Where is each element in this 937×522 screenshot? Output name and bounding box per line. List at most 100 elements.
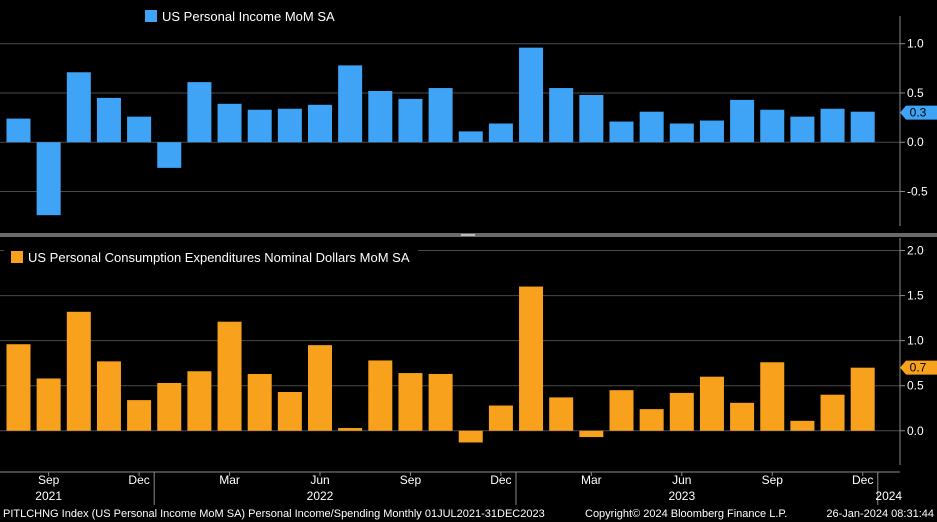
pce-bar — [6, 344, 31, 431]
pce-y-tick-label: 1.5 — [907, 289, 924, 303]
pce-bar — [368, 360, 393, 431]
income-bar — [66, 72, 91, 143]
income-bar — [308, 104, 332, 143]
x-month-label: Dec — [128, 473, 149, 487]
x-month-label: Sep — [762, 473, 784, 487]
income-bar — [488, 123, 513, 143]
income-bar — [247, 109, 272, 143]
pce-last-value-tag — [900, 360, 937, 375]
x-month-label: Jun — [672, 473, 691, 487]
pce-y-tick-label: 1.0 — [907, 334, 924, 348]
income-bar — [277, 108, 302, 143]
income-bar — [36, 142, 61, 216]
x-month-label: Dec — [490, 473, 511, 487]
income-bar — [579, 94, 604, 143]
pce-bar — [398, 373, 423, 431]
pce-legend-swatch — [11, 251, 23, 263]
income-last-value-tag — [900, 105, 937, 120]
income-last-value-label: 0.3 — [910, 106, 927, 120]
income-bar — [760, 109, 785, 143]
pce-bar — [850, 367, 875, 431]
pce-bar — [519, 286, 544, 431]
income-bar — [187, 82, 212, 143]
income-bar — [398, 98, 423, 143]
income-legend-box — [138, 4, 336, 30]
x-month-label: Mar — [581, 473, 602, 487]
footer: PITLCHNG Index (US Personal Income MoM S… — [3, 508, 934, 520]
income-y-tick-label: 1.0 — [907, 37, 924, 51]
pce-legend-box — [4, 245, 418, 271]
income-legend-swatch — [145, 10, 157, 22]
pce-bar — [790, 420, 815, 431]
x-month-label: Sep — [38, 473, 60, 487]
pce-bar — [428, 373, 453, 431]
pce-bar — [277, 392, 302, 431]
pce-bar — [157, 382, 182, 431]
income-y-axis: -0.5 0.0 0.5 1.0 0.3 — [899, 16, 937, 226]
pce-bar — [66, 311, 91, 431]
x-month-label: Sep — [400, 473, 422, 487]
income-bar — [96, 97, 121, 143]
pce-bar — [579, 430, 604, 438]
income-y-tick-label: 0.5 — [907, 86, 924, 100]
pce-bar — [699, 376, 724, 431]
pce-legend-label: US Personal Consumption Expenditures Nom… — [28, 250, 410, 265]
footer-source: PITLCHNG Index (US Personal Income MoM S… — [3, 508, 545, 520]
panel-resize-handle[interactable] — [461, 234, 475, 236]
pce-bar — [247, 373, 272, 431]
pce-bar — [488, 405, 513, 431]
pce-bar — [669, 392, 694, 431]
x-year-label: 2022 — [307, 489, 334, 503]
income-bar — [217, 103, 242, 143]
income-bar — [639, 111, 664, 143]
pce-bar — [609, 390, 634, 431]
income-bar — [790, 116, 815, 143]
income-bars — [6, 47, 875, 216]
x-axis: Sep Dec Mar Jun Sep Dec Mar Jun Sep Dec 2021 2022 20… — [0, 471, 902, 505]
pce-bar — [96, 361, 121, 431]
x-month-label: Dec — [852, 473, 873, 487]
income-y-tick-label: -0.5 — [907, 185, 928, 199]
pce-y-axis: 0.0 0.5 1.0 1.5 2.0 0.7 — [899, 238, 937, 465]
income-bar — [820, 108, 845, 143]
income-bar — [730, 99, 755, 143]
footer-timestamp: 26-Jan-2024 08:31:44 — [826, 508, 934, 520]
x-month-label: Mar — [219, 473, 240, 487]
footer-copyright: Copyright© 2024 Bloomberg Finance L.P. — [585, 508, 787, 520]
income-bar — [368, 91, 393, 143]
pce-bars — [6, 286, 875, 443]
pce-y-tick-label: 0.5 — [907, 379, 924, 393]
pce-bar — [338, 428, 363, 431]
income-bar — [127, 116, 152, 143]
pce-bar — [549, 397, 574, 431]
income-bar — [699, 120, 724, 143]
pce-bar — [730, 402, 755, 431]
pce-y-tick-label: 2.0 — [907, 244, 924, 258]
pce-bar — [820, 394, 845, 431]
pce-y-tick-label: 0.0 — [907, 424, 924, 438]
pce-bar — [760, 362, 785, 431]
x-year-label: 2023 — [668, 489, 695, 503]
income-bar — [669, 123, 694, 143]
income-bar — [157, 142, 182, 168]
income-bar — [850, 111, 875, 143]
income-y-tick-label: 0.0 — [907, 135, 924, 149]
income-bar — [428, 88, 453, 143]
x-year-label: 2024 — [875, 489, 902, 503]
income-legend-label: US Personal Income MoM SA — [162, 9, 335, 24]
income-bar — [609, 121, 634, 143]
pce-legend: US Personal Consumption Expenditures Nom… — [4, 245, 418, 271]
income-bar — [338, 65, 363, 143]
income-legend: US Personal Income MoM SA — [138, 4, 336, 30]
pce-bar — [639, 409, 664, 431]
pce-bar — [187, 371, 212, 431]
pce-bar — [217, 321, 242, 431]
income-bar — [6, 118, 31, 143]
pce-bar — [127, 400, 152, 431]
income-bar — [458, 131, 483, 143]
pce-bar — [308, 345, 332, 431]
income-bar — [519, 47, 544, 143]
pce-bar — [458, 430, 483, 443]
pce-bar — [36, 378, 61, 431]
